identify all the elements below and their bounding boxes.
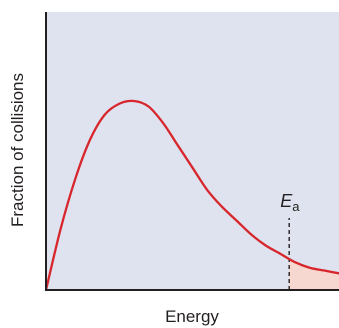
shaded-region [289,258,339,290]
ea-label-subscript: a [292,199,300,214]
y-axis-label: Fraction of collisions [8,73,27,227]
plot-background [46,12,339,290]
ea-label: Ea [280,191,300,214]
ea-label-main: E [280,191,293,211]
x-axis-label: Energy [165,307,219,326]
distribution-curve [44,99,339,292]
